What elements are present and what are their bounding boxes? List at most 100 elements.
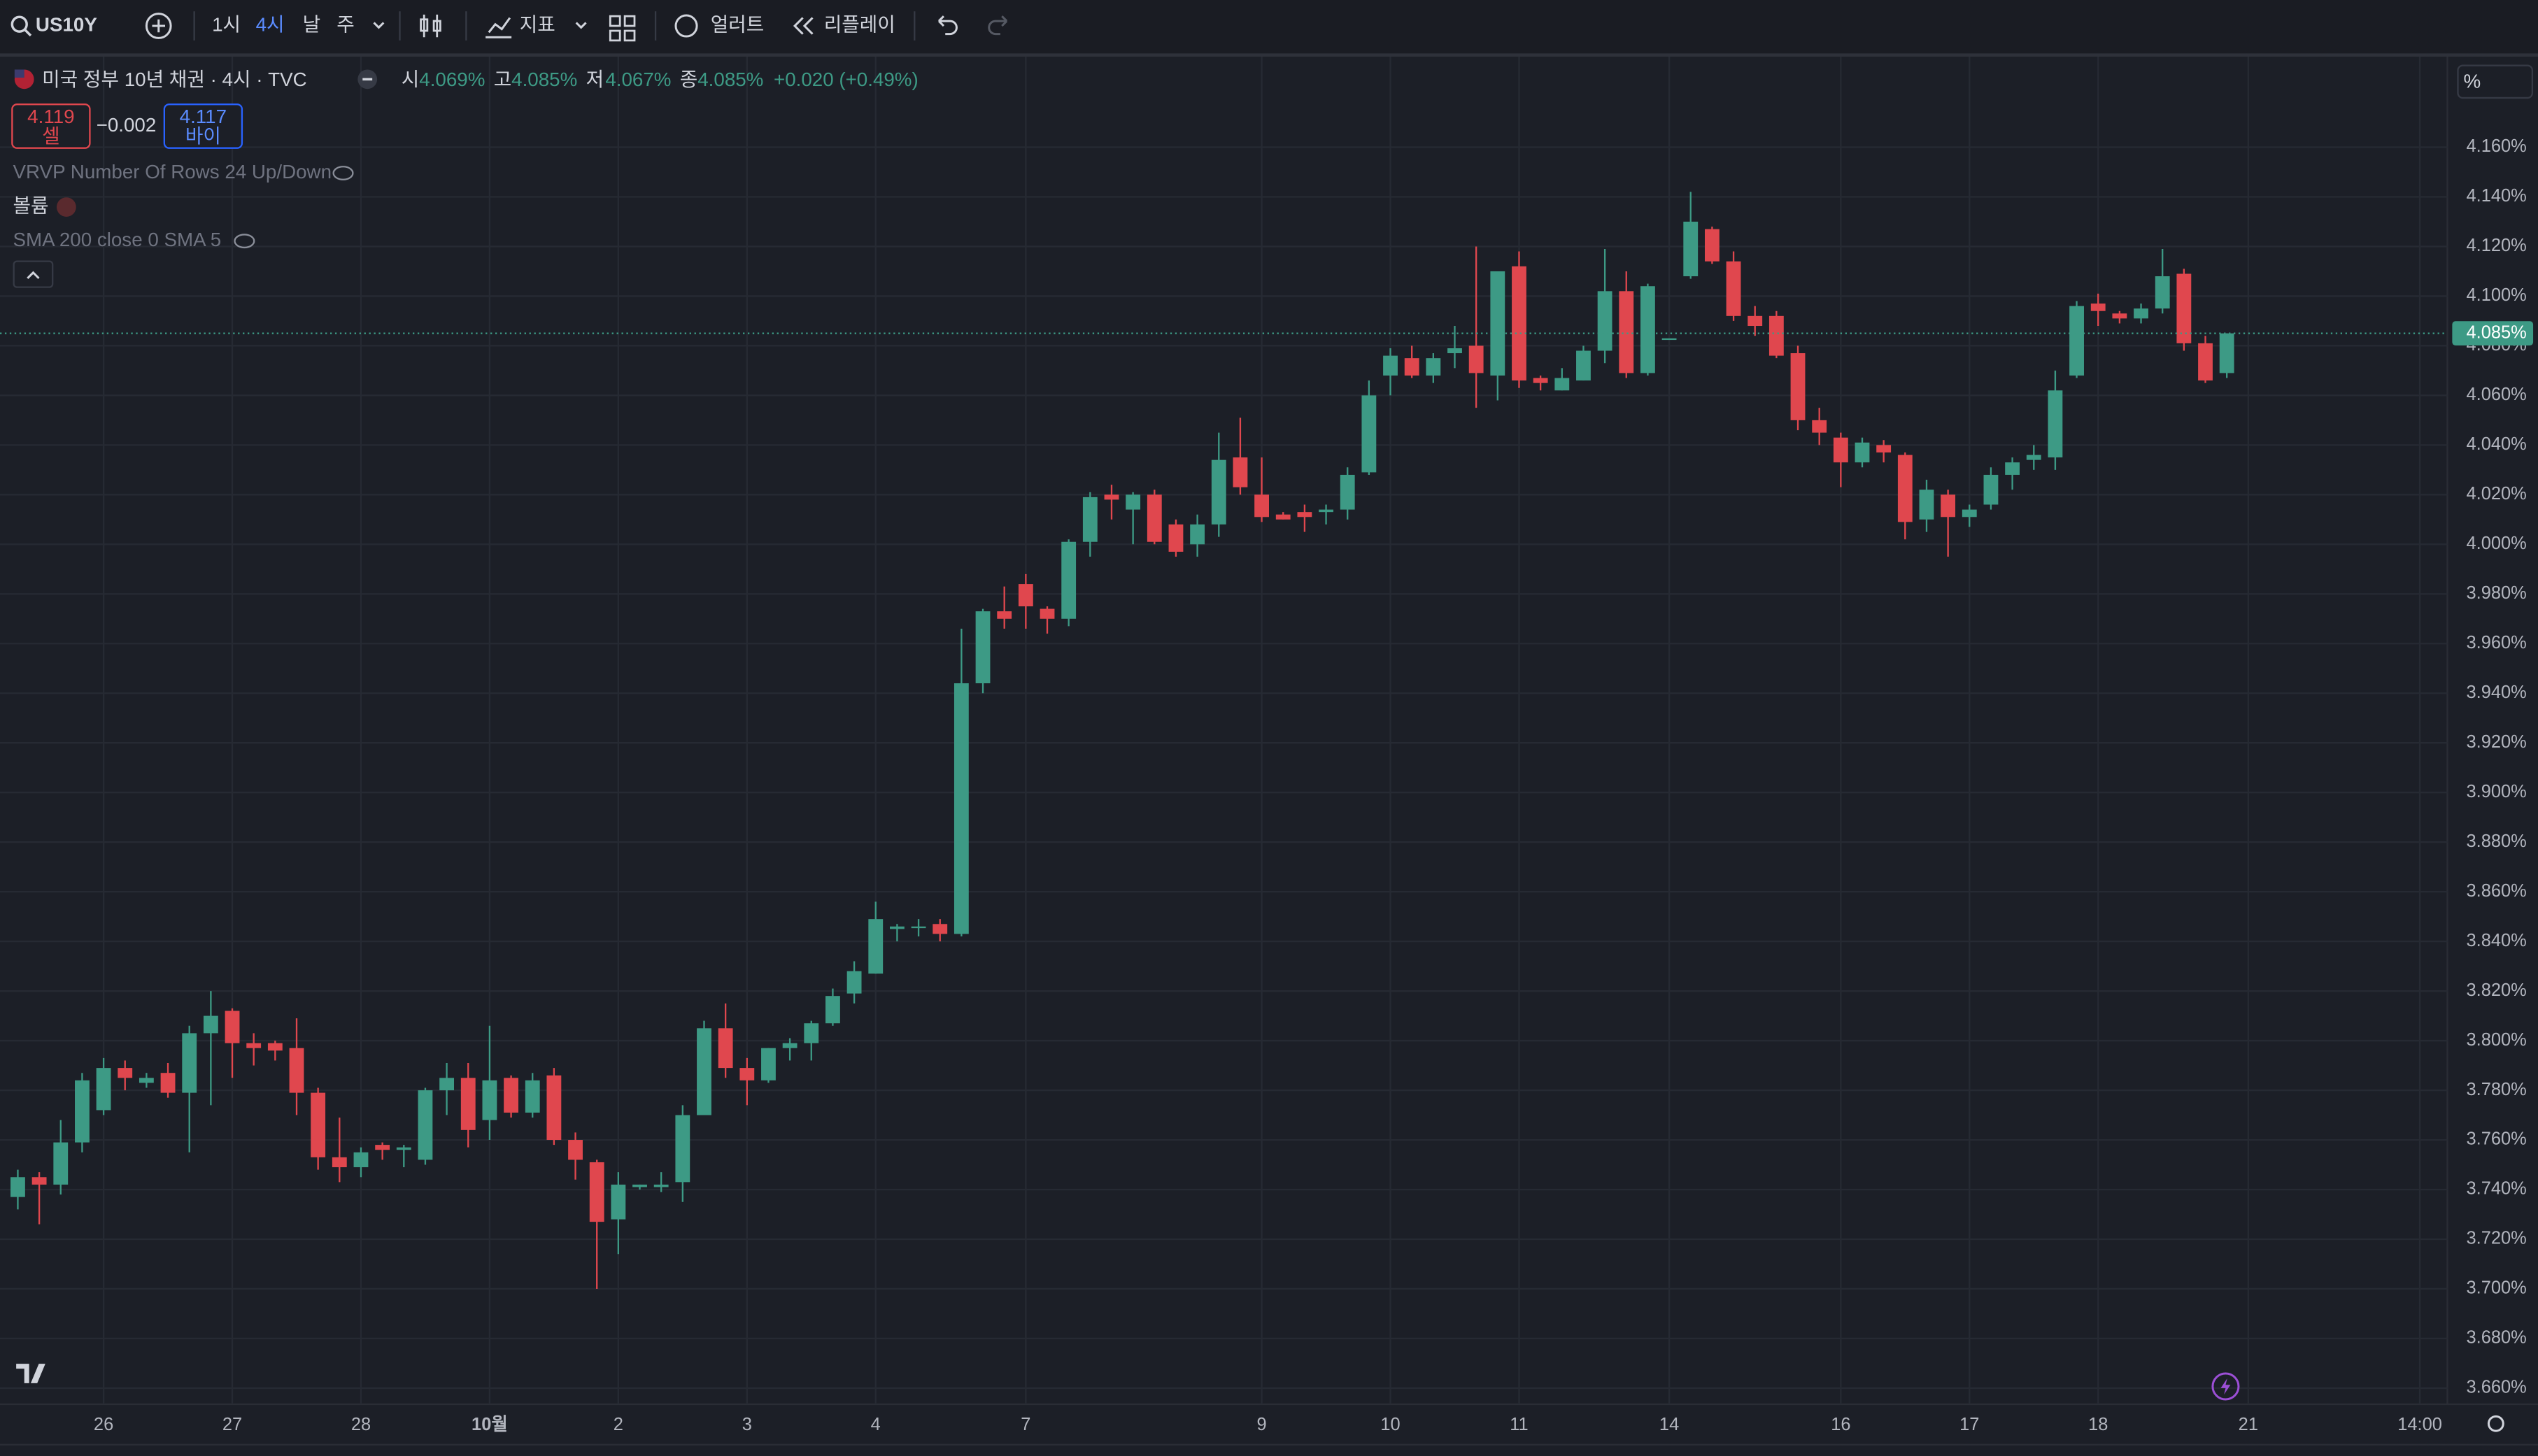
candle-body (1554, 378, 1570, 391)
y-tick-label: 3.860% (2467, 881, 2527, 901)
interval-active[interactable]: 4시 (256, 13, 285, 35)
replay-button[interactable]: 리플레이 (824, 13, 895, 35)
candle-body (2069, 306, 2084, 376)
settings-icon[interactable] (2487, 1415, 2504, 1432)
candle-body (632, 1184, 647, 1187)
x-tick-label: 10월 (472, 1415, 508, 1434)
candle-body (2155, 276, 2170, 309)
ohlc-value: 4.067% (605, 69, 671, 90)
y-tick-label: 3.760% (2467, 1129, 2527, 1149)
alert-icon[interactable] (674, 14, 698, 38)
x-tick-label: 9 (1257, 1415, 1267, 1434)
candle-body (482, 1080, 497, 1120)
x-tick-label: 21 (2239, 1415, 2258, 1434)
buy-price[interactable]: 4.117 (180, 106, 227, 127)
candle-body (418, 1090, 433, 1160)
chart-type-icon[interactable] (420, 14, 441, 38)
redo[interactable] (988, 15, 1008, 36)
candle-body (53, 1142, 69, 1185)
collapse-indicators[interactable] (13, 260, 54, 288)
hidden-icon[interactable] (234, 234, 255, 249)
ohlc-value: 4.085% (511, 69, 577, 90)
interval[interactable]: 날 (303, 13, 321, 35)
candle-body (246, 1043, 262, 1048)
candle-body (1233, 457, 1248, 487)
candle-body (182, 1033, 197, 1093)
x-tick-label: 4 (871, 1415, 881, 1434)
candle-body (2134, 308, 2148, 319)
symbol[interactable]: US10Y (36, 13, 97, 35)
candle-body (1361, 395, 1377, 473)
buy-label[interactable]: 바이 (185, 125, 221, 147)
candle-body (1897, 455, 1913, 522)
y-tick-label: 4.000% (2467, 534, 2527, 553)
x-tick-label: 17 (1959, 1415, 1979, 1434)
interval[interactable]: 1시 (212, 13, 241, 35)
candle-body (1383, 355, 1398, 376)
x-tick-label: 14:00 (2397, 1415, 2442, 1434)
candle-body (1254, 494, 1269, 518)
add-symbol-plus (152, 19, 166, 33)
candle-body (1704, 229, 1720, 262)
candle-body (2005, 462, 2020, 475)
candle-body (718, 1028, 733, 1069)
candle-body (804, 1023, 819, 1043)
sell-button[interactable] (11, 104, 91, 149)
indicators-icon[interactable] (485, 17, 512, 38)
y-tick-label: 3.920% (2467, 732, 2527, 752)
candle-body (1147, 494, 1162, 542)
layout-icon[interactable] (609, 15, 636, 42)
buy-button[interactable] (163, 104, 243, 149)
sell-label[interactable]: 셀 (42, 125, 60, 147)
candle-body (2219, 333, 2234, 373)
ohlc-label: 시 (402, 69, 420, 90)
candle-body (1855, 442, 1870, 463)
indicator-sma[interactable]: SMA 200 close 0 SMA 5 (13, 229, 222, 250)
alert-button[interactable]: 얼러트 (711, 13, 765, 35)
candle-body (1876, 445, 1892, 453)
y-tick-label: 3.840% (2467, 931, 2527, 950)
candle-body (1512, 266, 1526, 381)
interval[interactable]: 주 (336, 13, 355, 35)
add-symbol[interactable] (145, 13, 172, 39)
ohlc-value: 4.069% (419, 69, 485, 90)
candle-body (1726, 261, 1741, 316)
x-tick-label: 2 (614, 1415, 623, 1434)
indicators-dropdown[interactable] (575, 22, 587, 29)
scale-unit[interactable]: % (2464, 70, 2481, 92)
hidden-icon[interactable] (332, 166, 354, 180)
flag-canton (14, 69, 24, 78)
ohlc-change: +0.020 (+0.49%) (774, 69, 919, 90)
scale-unit-box[interactable] (2457, 64, 2534, 99)
indicators-button[interactable]: 지표 (520, 13, 555, 35)
y-tick-label: 3.900% (2467, 782, 2527, 801)
interval-dropdown[interactable] (373, 22, 385, 29)
y-tick-label: 4.140% (2467, 186, 2527, 206)
indicator-volume[interactable]: 볼륨 (13, 194, 49, 216)
candle-body (1126, 494, 1141, 510)
lightning-button[interactable] (2211, 1372, 2240, 1401)
sell-price[interactable]: 4.119 (27, 106, 74, 127)
y-tick-label: 4.100% (2467, 285, 2527, 305)
search-icon[interactable] (10, 15, 28, 33)
candle-body (1812, 420, 1827, 433)
y-tick-label: 4.060% (2467, 385, 2527, 404)
ohlc-label: 종 (680, 69, 698, 90)
y-tick-label: 3.680% (2467, 1328, 2527, 1348)
indicator-vrvp[interactable]: VRVP Number Of Rows 24 Up/Down (13, 161, 332, 183)
y-tick-label: 3.780% (2467, 1080, 2527, 1099)
candle-body (1404, 358, 1419, 376)
candle-body (160, 1073, 176, 1093)
y-tick-label: 3.700% (2467, 1278, 2527, 1298)
replay-icon[interactable] (793, 17, 814, 35)
undo[interactable] (937, 15, 958, 36)
x-tick-label: 7 (1021, 1415, 1030, 1434)
symbol-title: 미국 정부 10년 채권 · 4시 · TVC (42, 69, 307, 90)
y-tick-label: 3.720% (2467, 1229, 2527, 1248)
candle-body (1104, 494, 1119, 500)
candle-body (2112, 313, 2127, 319)
candle-body (1683, 221, 1699, 277)
candle-body (997, 611, 1012, 619)
candle-body (1533, 378, 1548, 383)
warning-icon[interactable] (56, 197, 76, 217)
